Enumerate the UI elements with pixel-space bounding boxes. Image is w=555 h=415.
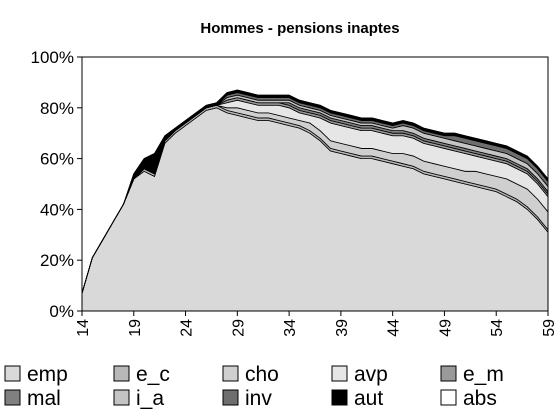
y-tick-label: 40% xyxy=(40,200,74,219)
plot-frame xyxy=(81,56,549,312)
legend-swatch xyxy=(331,365,348,382)
y-tick-label: 20% xyxy=(40,251,74,270)
legend-label: aut xyxy=(354,387,383,410)
x-tick-label: 34 xyxy=(282,319,299,337)
y-tick-label: 60% xyxy=(40,150,74,169)
x-tick-label: 39 xyxy=(334,319,351,337)
y-tick-label: 80% xyxy=(40,99,74,118)
x-tick-label: 29 xyxy=(230,319,247,337)
legend-label: cho xyxy=(245,363,279,386)
legend-label: i_a xyxy=(136,387,164,410)
y-tick-label: 100% xyxy=(31,48,74,67)
area xyxy=(81,107,549,312)
x-tick-label: 44 xyxy=(386,319,403,337)
legend-label: emp xyxy=(27,363,68,386)
legend-label: avp xyxy=(354,363,388,386)
legend-label: e_c xyxy=(136,363,170,386)
legend-swatch xyxy=(4,365,21,382)
x-tick-label: 19 xyxy=(127,319,144,337)
legend-swatch xyxy=(331,389,348,406)
legend-swatch xyxy=(222,365,239,382)
legend-label: mal xyxy=(27,387,61,410)
legend-label: e_m xyxy=(463,363,504,386)
legend-swatch xyxy=(113,389,130,406)
x-tick-label: 54 xyxy=(489,319,506,337)
legend-swatch xyxy=(113,365,130,382)
legend-swatch xyxy=(440,365,457,382)
x-tick-label: 59 xyxy=(541,319,555,337)
legend-swatch xyxy=(440,389,457,406)
x-tick-label: 24 xyxy=(179,319,196,337)
legend-label: abs xyxy=(463,387,497,410)
x-tick-label: 49 xyxy=(437,319,454,337)
legend-label: inv xyxy=(245,387,272,410)
y-tick-label: 0% xyxy=(49,302,74,321)
legend-swatch xyxy=(4,389,21,406)
x-tick-label: 14 xyxy=(75,319,92,337)
legend-swatch xyxy=(222,389,239,406)
chart-title: Hommes - pensions inaptes xyxy=(200,20,399,37)
